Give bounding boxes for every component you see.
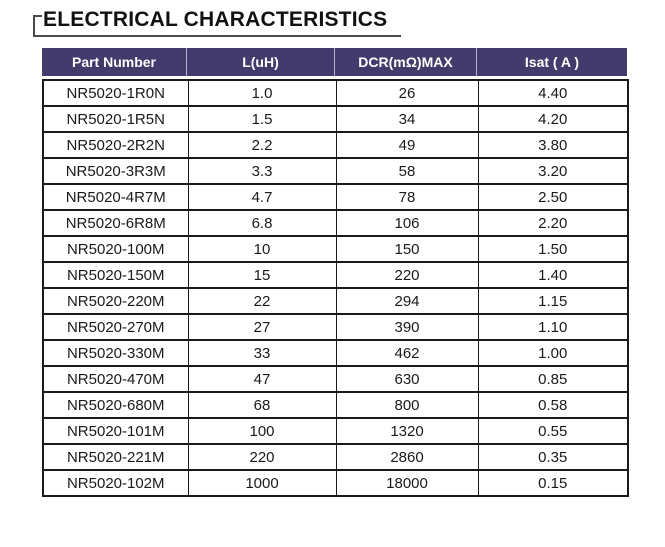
table-cell: 3.3 (187, 157, 337, 185)
table-cell: 47 (187, 365, 337, 393)
page-title: ELECTRICAL CHARACTERISTICS (43, 8, 388, 31)
table-cell: NR5020-470M (42, 365, 189, 393)
table-cell: 0.85 (477, 365, 629, 393)
table-cell: 6.8 (187, 209, 337, 237)
table-cell: 220 (335, 261, 479, 289)
table-cell: 1320 (335, 417, 479, 445)
table-cell: 4.40 (477, 79, 629, 107)
table-cell: NR5020-330M (42, 339, 189, 367)
table-cell: 10 (187, 235, 337, 263)
table-row: NR5020-1R5N 1.5 34 4.20 (42, 105, 629, 133)
table-cell: 1.0 (187, 79, 337, 107)
column-header-part-number: Part Number (42, 48, 187, 76)
table-cell: 1.5 (187, 105, 337, 133)
table-cell: NR5020-6R8M (42, 209, 189, 237)
table-cell: 68 (187, 391, 337, 419)
table-row: NR5020-4R7M 4.7 78 2.50 (42, 183, 629, 211)
table-cell: 1000 (187, 469, 337, 497)
table-row: NR5020-100M 10 150 1.50 (42, 235, 629, 263)
table-cell: NR5020-220M (42, 287, 189, 315)
table-row: NR5020-270M 27 390 1.10 (42, 313, 629, 341)
table-cell: 4.7 (187, 183, 337, 211)
table-header-row: Part Number L(uH) DCR(mΩ)MAX Isat ( A ) (42, 48, 627, 76)
table-cell: NR5020-100M (42, 235, 189, 263)
table-cell: 1.15 (477, 287, 629, 315)
table-cell: 1.50 (477, 235, 629, 263)
table-cell: 0.55 (477, 417, 629, 445)
table-cell: 1.40 (477, 261, 629, 289)
electrical-characteristics-table: Part Number L(uH) DCR(mΩ)MAX Isat ( A ) … (42, 48, 629, 497)
table-cell: 27 (187, 313, 337, 341)
table-row: NR5020-3R3M 3.3 58 3.20 (42, 157, 629, 185)
table-cell: 294 (335, 287, 479, 315)
table-cell: 462 (335, 339, 479, 367)
page: ELECTRICAL CHARACTERISTICS Part Number L… (0, 6, 665, 497)
table-row: NR5020-2R2N 2.2 49 3.80 (42, 131, 629, 159)
table-row: NR5020-330M 33 462 1.00 (42, 339, 629, 367)
table-cell: 150 (335, 235, 479, 263)
table-cell: 2860 (335, 443, 479, 471)
table-cell: 1.00 (477, 339, 629, 367)
table-cell: 2.2 (187, 131, 337, 159)
table-row: NR5020-6R8M 6.8 106 2.20 (42, 209, 629, 237)
table-row: NR5020-1R0N 1.0 26 4.40 (42, 79, 629, 107)
table-cell: 1.10 (477, 313, 629, 341)
table-cell: NR5020-102M (42, 469, 189, 497)
table-cell: 18000 (335, 469, 479, 497)
table-cell: 100 (187, 417, 337, 445)
table-row: NR5020-680M 68 800 0.58 (42, 391, 629, 419)
section-title-block: ELECTRICAL CHARACTERISTICS (33, 6, 401, 37)
table-cell: 49 (335, 131, 479, 159)
column-header-dcr-max: DCR(mΩ)MAX (335, 48, 477, 76)
table-row: NR5020-101M 100 1320 0.55 (42, 417, 629, 445)
table-cell: 800 (335, 391, 479, 419)
table-cell: 0.15 (477, 469, 629, 497)
table-cell: 78 (335, 183, 479, 211)
table-cell: 3.80 (477, 131, 629, 159)
table-cell: 15 (187, 261, 337, 289)
table-cell: NR5020-150M (42, 261, 189, 289)
title-corner-bracket (33, 15, 42, 35)
table-cell: 2.50 (477, 183, 629, 211)
table-row: NR5020-220M 22 294 1.15 (42, 287, 629, 315)
table-cell: NR5020-101M (42, 417, 189, 445)
table-cell: NR5020-680M (42, 391, 189, 419)
table-row: NR5020-221M 220 2860 0.35 (42, 443, 629, 471)
table-cell: 3.20 (477, 157, 629, 185)
table-body-grid: NR5020-1R0N 1.0 26 4.40 NR5020-1R5N 1.5 34 4.20… (42, 79, 629, 497)
table-cell: 34 (335, 105, 479, 133)
table-body: NR5020-1R0N 1.0 26 4.40 NR5020-1R5N 1.5 34 4.20… (42, 79, 629, 497)
table-cell: 2.20 (477, 209, 629, 237)
table-row: NR5020-102M 1000 18000 0.15 (42, 469, 629, 497)
table-cell: 4.20 (477, 105, 629, 133)
table-cell: NR5020-1R0N (42, 79, 189, 107)
table-cell: NR5020-3R3M (42, 157, 189, 185)
table-cell: 0.58 (477, 391, 629, 419)
table-cell: NR5020-221M (42, 443, 189, 471)
table-cell: 22 (187, 287, 337, 315)
table-cell: NR5020-270M (42, 313, 189, 341)
table-cell: 58 (335, 157, 479, 185)
table-cell: 0.35 (477, 443, 629, 471)
table-cell: NR5020-2R2N (42, 131, 189, 159)
table-row: NR5020-470M 47 630 0.85 (42, 365, 629, 393)
table-cell: 33 (187, 339, 337, 367)
table-cell: 630 (335, 365, 479, 393)
table-cell: 390 (335, 313, 479, 341)
table-row: NR5020-150M 15 220 1.40 (42, 261, 629, 289)
table-cell: NR5020-4R7M (42, 183, 189, 211)
table-cell: 106 (335, 209, 479, 237)
column-header-inductance: L(uH) (187, 48, 335, 76)
table-cell: NR5020-1R5N (42, 105, 189, 133)
table-cell: 220 (187, 443, 337, 471)
column-header-isat: Isat ( A ) (524, 54, 580, 70)
table-cell: 26 (335, 79, 479, 107)
